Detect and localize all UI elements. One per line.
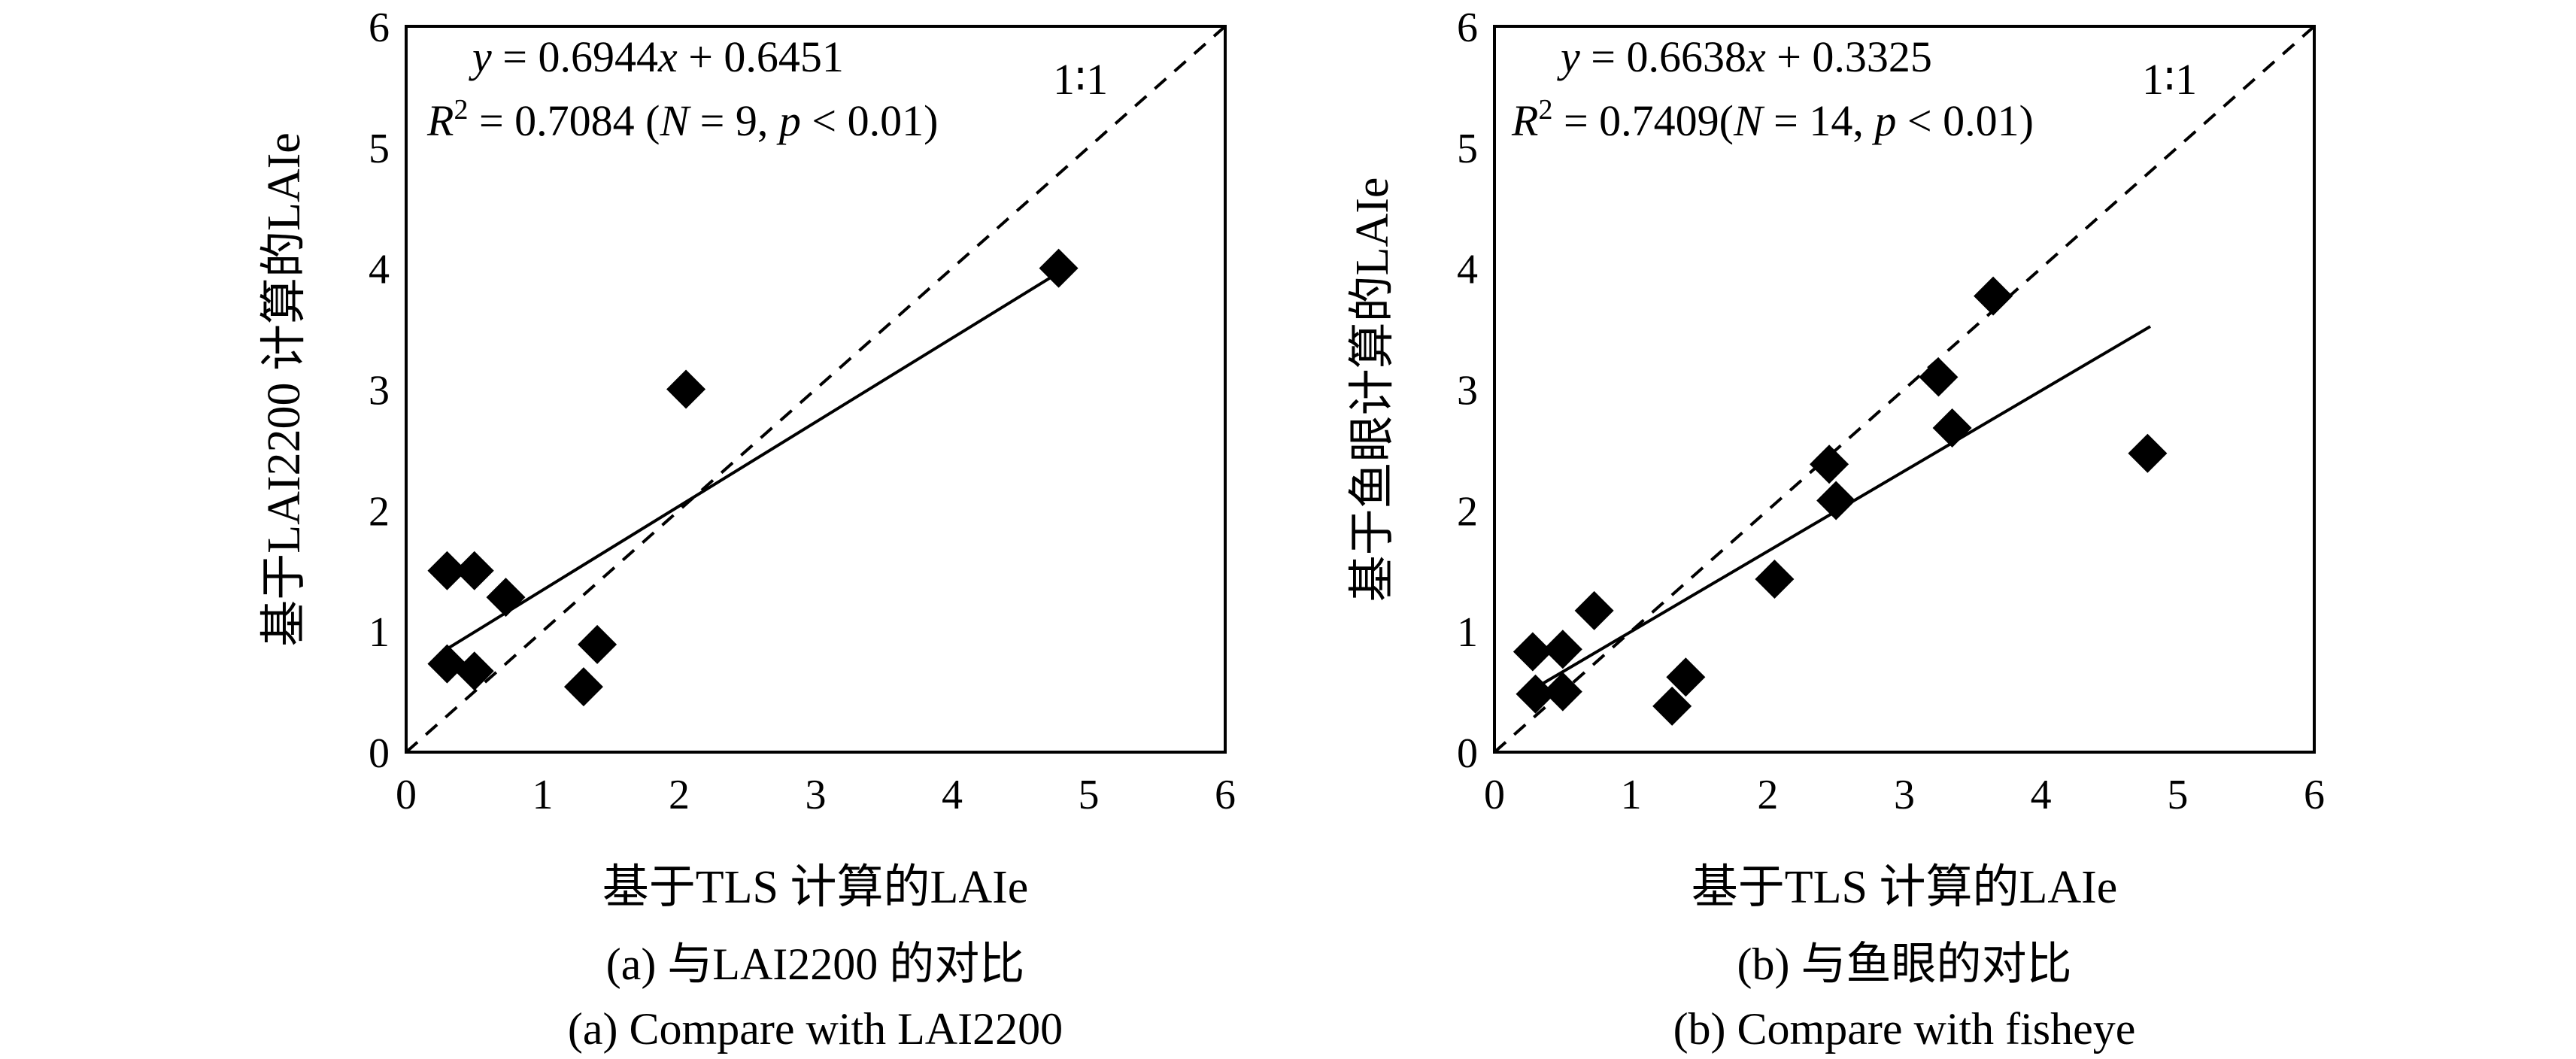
- y-tick-label: 0: [369, 730, 390, 777]
- data-point: [1574, 590, 1614, 630]
- data-point: [1516, 674, 1555, 714]
- data-point: [666, 369, 706, 409]
- y-tick-label: 5: [369, 126, 390, 172]
- r-squared-text: R2 = 0.7084 (N = 9, p < 0.01): [426, 94, 938, 145]
- x-tick-label: 4: [942, 772, 963, 818]
- caption-en: (b) Compare with fisheye: [1673, 1004, 2136, 1054]
- x-axis-label: 基于TLS 计算的LAIe: [1692, 862, 2118, 913]
- data-point: [1919, 357, 1959, 397]
- y-tick-label: 3: [1457, 368, 1478, 414]
- y-tick-labels: 0 1 2 3 4 5 6: [369, 5, 390, 777]
- regression-line: [443, 271, 1060, 652]
- x-tick-label: 2: [1757, 772, 1778, 818]
- data-point: [1932, 408, 1972, 448]
- data-points: [1513, 276, 2168, 726]
- y-tick-label: 4: [369, 247, 390, 293]
- y-axis-label: 基于鱼眼计算的LAIe: [1347, 178, 1398, 602]
- y-tick-label: 3: [369, 368, 390, 414]
- x-tick-label: 5: [1079, 772, 1100, 818]
- data-point: [1666, 657, 1706, 697]
- y-tick-label: 6: [369, 5, 390, 51]
- panel-a: 0 1 2 3 4 5 6 0 1 2 3 4 5 6 y = 0.6944x + 0.6451 R2 …: [259, 5, 1236, 1054]
- x-tick-label: 0: [396, 772, 417, 818]
- y-tick-label: 1: [1457, 609, 1478, 656]
- x-tick-label: 1: [1621, 772, 1642, 818]
- x-tick-label: 4: [2031, 772, 2052, 818]
- one-to-one-label: 1∶1: [2142, 55, 2197, 104]
- x-tick-label: 0: [1484, 772, 1505, 818]
- x-tick-labels: 0 1 2 3 4 5 6: [396, 772, 1236, 818]
- x-tick-label: 6: [2304, 772, 2325, 818]
- x-tick-labels: 0 1 2 3 4 5 6: [1484, 772, 2325, 818]
- regression-equation: y = 0.6944x + 0.6451: [469, 32, 844, 81]
- x-tick-label: 3: [1894, 772, 1915, 818]
- y-tick-label: 6: [1457, 5, 1478, 51]
- data-point: [454, 551, 494, 590]
- data-point: [1543, 672, 1582, 712]
- data-point: [1810, 445, 1849, 484]
- y-tick-label: 4: [1457, 247, 1478, 293]
- data-point: [1974, 276, 2013, 316]
- data-point: [1755, 560, 1795, 599]
- data-point: [427, 644, 467, 684]
- data-points: [427, 248, 1079, 707]
- x-tick-label: 3: [806, 772, 827, 818]
- data-point: [1816, 481, 1856, 520]
- panel-b: 0 1 2 3 4 5 6 0 1 2 3 4 5 6 y = 0.6638x + 0.3325 R2 …: [1347, 5, 2325, 1054]
- data-point: [1652, 686, 1692, 726]
- data-point: [427, 551, 467, 590]
- data-point: [563, 667, 603, 707]
- y-tick-label: 0: [1457, 730, 1478, 777]
- regression-equation: y = 0.6638x + 0.3325: [1557, 32, 1932, 81]
- data-point: [1543, 630, 1582, 669]
- y-tick-labels: 0 1 2 3 4 5 6: [1457, 5, 1478, 777]
- data-point: [454, 651, 494, 691]
- data-point: [486, 578, 526, 617]
- data-point: [1513, 632, 1552, 672]
- x-tick-label: 2: [669, 772, 690, 818]
- y-tick-label: 2: [369, 488, 390, 535]
- y-tick-label: 5: [1457, 126, 1478, 172]
- plot-frame: [1493, 25, 2316, 754]
- data-point: [1039, 248, 1079, 288]
- data-point: [2128, 433, 2168, 473]
- r-squared-text: R2 = 0.7409(N = 14, p < 0.01): [1511, 94, 2034, 145]
- y-tick-label: 1: [369, 609, 390, 656]
- x-tick-label: 1: [532, 772, 554, 818]
- y-axis-label: 基于LAI2200 计算的LAIe: [259, 132, 310, 647]
- x-axis-label: 基于TLS 计算的LAIe: [602, 862, 1029, 913]
- x-tick-label: 6: [1215, 772, 1236, 818]
- caption-cn: (b) 与鱼眼的对比: [1737, 939, 2072, 989]
- plot-frame: [405, 25, 1227, 754]
- caption-cn: (a) 与LAI2200 的对比: [606, 939, 1025, 989]
- one-to-one-label: 1∶1: [1053, 55, 1108, 104]
- data-point: [578, 624, 617, 664]
- x-tick-label: 5: [2167, 772, 2188, 818]
- caption-en: (a) Compare with LAI2200: [568, 1004, 1063, 1054]
- y-tick-label: 2: [1457, 488, 1478, 535]
